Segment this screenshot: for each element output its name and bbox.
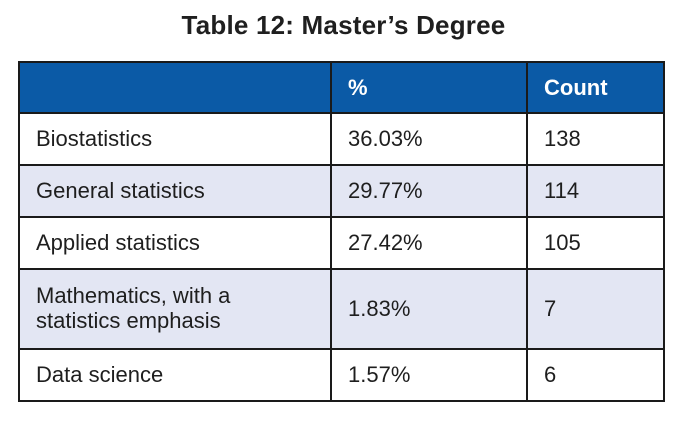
table-row: Applied statistics 27.42% 105 xyxy=(18,216,665,270)
row-label: Mathematics, with a statistics emphasis xyxy=(18,268,332,350)
row-count: 6 xyxy=(526,348,665,402)
row-percent: 29.77% xyxy=(330,164,528,218)
row-percent: 1.57% xyxy=(330,348,528,402)
header-cell-label xyxy=(18,61,332,114)
table-row: General statistics 29.77% 114 xyxy=(18,164,665,218)
row-count: 105 xyxy=(526,216,665,270)
row-percent: 27.42% xyxy=(330,216,528,270)
row-label: Applied statistics xyxy=(18,216,332,270)
row-label: General statistics xyxy=(18,164,332,218)
row-label: Data science xyxy=(18,348,332,402)
row-percent: 1.83% xyxy=(330,268,528,350)
masters-degree-table: % Count Biostatistics 36.03% 138 General… xyxy=(18,61,665,402)
row-count: 114 xyxy=(526,164,665,218)
row-count: 138 xyxy=(526,112,665,166)
row-percent: 36.03% xyxy=(330,112,528,166)
header-cell-percent: % xyxy=(330,61,528,114)
table-title: Table 12: Master’s Degree xyxy=(181,10,506,40)
table-row: Mathematics, with a statistics emphasis … xyxy=(18,268,665,350)
row-count: 7 xyxy=(526,268,665,350)
header-row: % Count xyxy=(18,61,665,114)
row-label: Biostatistics xyxy=(18,112,332,166)
header-cell-count: Count xyxy=(526,61,665,114)
table-row: Biostatistics 36.03% 138 xyxy=(18,112,665,166)
table-row: Data science 1.57% 6 xyxy=(18,348,665,402)
